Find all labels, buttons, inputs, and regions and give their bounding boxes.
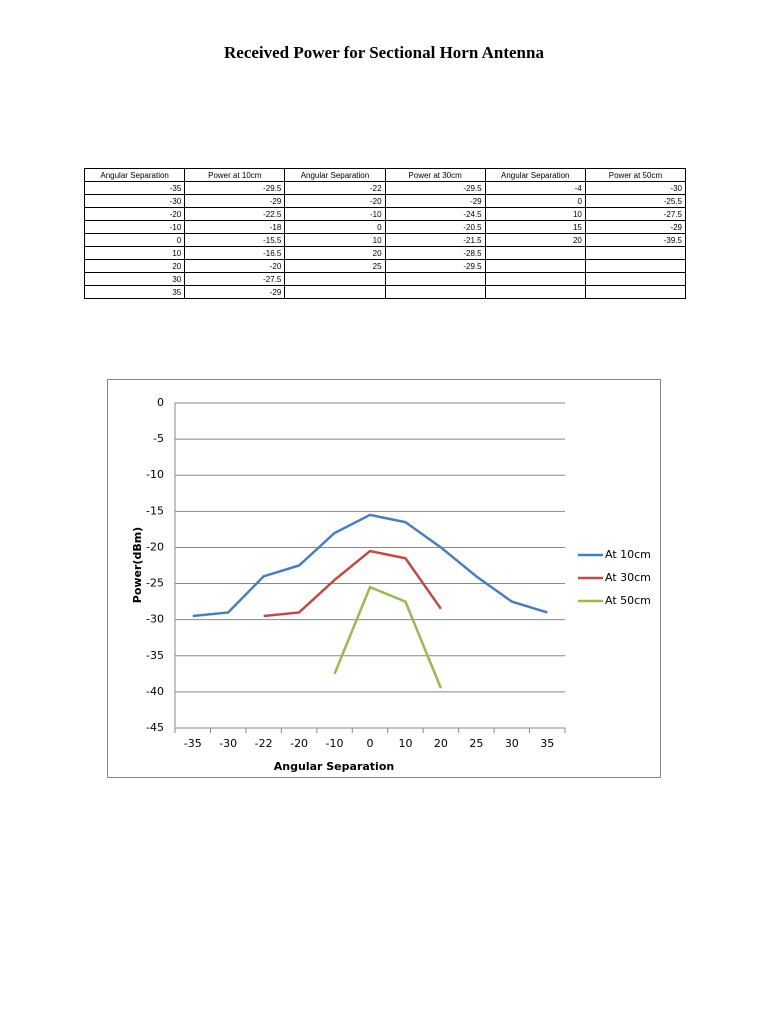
y-tick-label: -40 — [146, 685, 164, 698]
x-tick-label: -22 — [255, 737, 273, 750]
table-cell — [584, 285, 687, 299]
chart-frame — [107, 379, 661, 778]
x-axis-label: Angular Separation — [274, 760, 394, 773]
table-cell — [484, 285, 586, 299]
series-line — [263, 549, 442, 618]
table-row: -10 -18 0 -20.5 15 -29 — [83, 220, 687, 234]
series-line — [192, 513, 548, 618]
y-tick-label: -15 — [146, 504, 164, 517]
legend-label: At 50cm — [605, 594, 651, 607]
table-row: -20 -22.5 -10 -24.5 10 -27.5 — [83, 207, 687, 221]
x-tick-label: -10 — [326, 737, 344, 750]
legend-label: At 10cm — [605, 548, 651, 561]
y-tick-label: -25 — [146, 577, 164, 590]
table-row: -35 -29.5 -22 -29.5 -4 -30 — [83, 181, 687, 195]
table-cell: -29 — [184, 285, 286, 299]
x-tick-label: 10 — [398, 737, 412, 750]
y-tick-label: -20 — [146, 540, 164, 553]
document-title: Received Power for Sectional Horn Antenn… — [224, 43, 544, 62]
x-tick-label: 30 — [505, 737, 519, 750]
x-tick-label: 20 — [434, 737, 448, 750]
table-row: 35 -29 — [83, 285, 687, 299]
x-tick-label: 0 — [367, 737, 374, 750]
y-axis-label: Power(dBm) — [131, 527, 144, 603]
table-cell — [284, 285, 386, 299]
series-line — [333, 585, 443, 689]
y-tick-label: -5 — [153, 432, 164, 445]
y-tick-label: -10 — [146, 468, 164, 481]
x-tick-label: 35 — [540, 737, 554, 750]
y-tick-label: -30 — [146, 613, 164, 626]
table-cell: 35 — [83, 285, 186, 299]
x-tick-label: -35 — [184, 737, 202, 750]
x-tick-label: 25 — [469, 737, 483, 750]
legend-label: At 30cm — [605, 571, 651, 584]
x-tick-label: -30 — [219, 737, 237, 750]
y-tick-label: -45 — [146, 721, 164, 734]
y-tick-label: -35 — [146, 649, 164, 662]
y-tick-label: 0 — [157, 396, 164, 409]
data-table: Angular Separation Power at 10cm Angular S… — [83, 168, 687, 299]
x-tick-label: -20 — [290, 737, 308, 750]
table-row: -30 -29 -20 -29 0 -25.5 — [83, 194, 687, 208]
